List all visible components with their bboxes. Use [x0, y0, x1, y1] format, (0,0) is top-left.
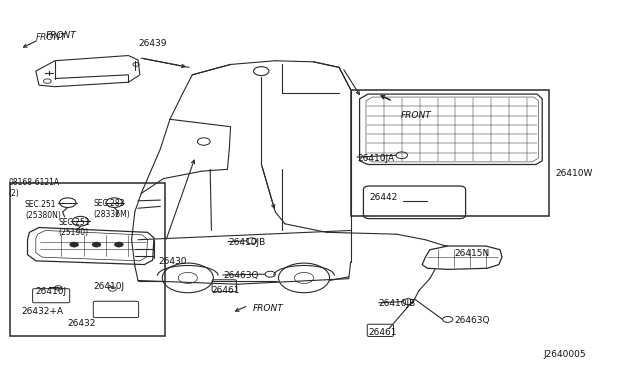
Text: 26410JB: 26410JB: [228, 238, 266, 247]
Text: FRONT: FRONT: [253, 304, 284, 313]
Text: 26463Q: 26463Q: [223, 271, 259, 280]
Text: FRONT: FRONT: [401, 111, 431, 120]
Text: 26410J: 26410J: [36, 287, 67, 296]
Circle shape: [70, 242, 79, 247]
Text: 26410JB: 26410JB: [379, 299, 416, 308]
Bar: [10, 183, 166, 336]
Text: 26442: 26442: [370, 193, 398, 202]
Text: SEC.251
(25380N): SEC.251 (25380N): [25, 201, 61, 220]
Text: 26432: 26432: [68, 320, 96, 328]
Text: 26461: 26461: [211, 286, 240, 295]
Circle shape: [92, 242, 101, 247]
Text: J2640005: J2640005: [543, 350, 586, 359]
Text: 26461: 26461: [368, 328, 396, 337]
Text: FRONT: FRONT: [45, 31, 76, 41]
Circle shape: [115, 242, 124, 247]
Text: 26439: 26439: [138, 39, 166, 48]
Text: 26463Q: 26463Q: [454, 316, 490, 325]
Bar: [351, 90, 548, 217]
Text: 26430: 26430: [159, 257, 187, 266]
Text: 26415N: 26415N: [454, 249, 490, 258]
Text: SEC.283
(28336M): SEC.283 (28336M): [93, 199, 130, 219]
Text: SEC.251
(25190): SEC.251 (25190): [58, 218, 90, 237]
Text: 26410JA: 26410JA: [357, 154, 394, 163]
Text: 26410J: 26410J: [93, 282, 124, 291]
Text: FRONT: FRONT: [36, 33, 67, 42]
Text: 26410W: 26410W: [555, 169, 593, 177]
Text: 26432+A: 26432+A: [21, 307, 63, 316]
Text: 08168-6121A
(2): 08168-6121A (2): [8, 178, 60, 198]
